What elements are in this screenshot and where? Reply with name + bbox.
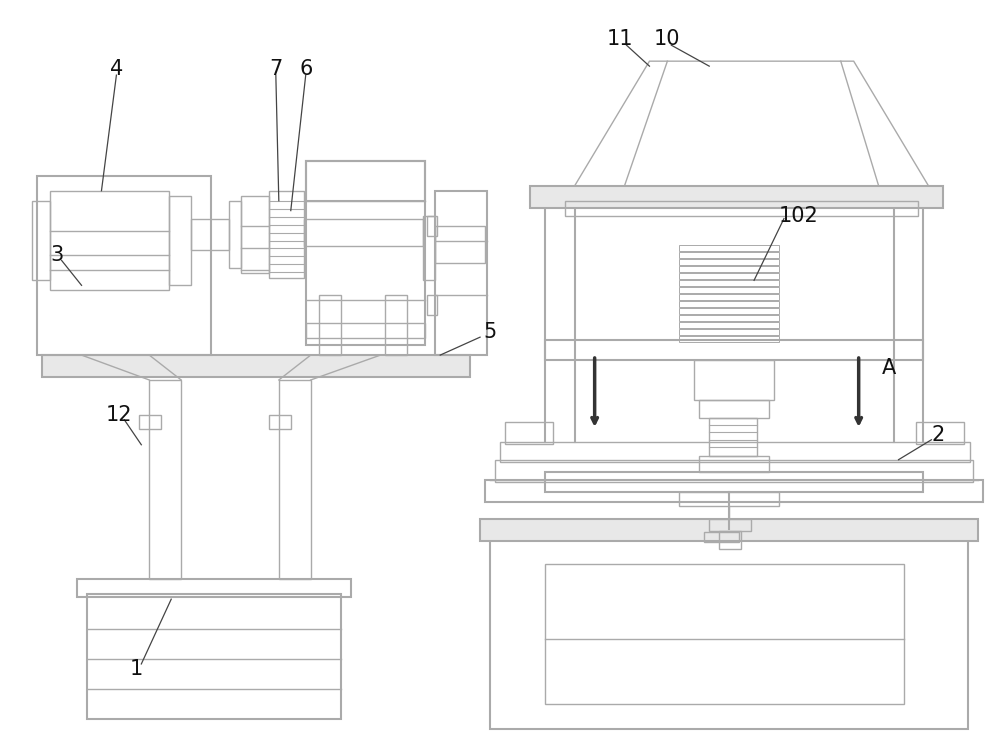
- Bar: [565, 201, 918, 216]
- Bar: [139, 414, 161, 429]
- Bar: [37, 176, 211, 355]
- Text: 1: 1: [130, 659, 143, 679]
- Bar: [545, 564, 904, 704]
- Bar: [530, 186, 943, 208]
- Bar: [306, 161, 425, 345]
- Bar: [505, 422, 553, 444]
- Text: 102: 102: [779, 205, 819, 226]
- Text: 7: 7: [269, 59, 282, 79]
- Bar: [916, 422, 964, 444]
- Bar: [679, 267, 779, 273]
- Bar: [269, 191, 304, 279]
- Text: 4: 4: [110, 59, 123, 79]
- Bar: [699, 400, 769, 418]
- Text: 12: 12: [106, 405, 133, 425]
- Text: 5: 5: [483, 322, 497, 342]
- Bar: [719, 532, 741, 550]
- Bar: [279, 380, 311, 579]
- Bar: [495, 460, 973, 482]
- Bar: [679, 260, 779, 266]
- Text: 6: 6: [299, 59, 312, 79]
- Bar: [269, 414, 291, 429]
- Bar: [679, 336, 779, 342]
- Bar: [169, 196, 191, 285]
- Bar: [191, 219, 229, 251]
- Text: 10: 10: [654, 29, 681, 49]
- Bar: [709, 418, 757, 456]
- Bar: [704, 532, 739, 542]
- Bar: [427, 295, 437, 316]
- Bar: [679, 308, 779, 314]
- Bar: [427, 216, 437, 236]
- Bar: [679, 288, 779, 293]
- Bar: [679, 273, 779, 279]
- Bar: [32, 201, 50, 280]
- Bar: [435, 191, 487, 355]
- Bar: [545, 341, 923, 360]
- Bar: [490, 539, 968, 729]
- Bar: [229, 201, 241, 269]
- Bar: [42, 355, 470, 377]
- Bar: [385, 295, 407, 355]
- Text: 11: 11: [606, 29, 633, 49]
- Bar: [500, 442, 970, 462]
- Text: A: A: [881, 358, 896, 378]
- Text: 3: 3: [50, 245, 63, 266]
- Bar: [87, 594, 341, 719]
- Bar: [679, 301, 779, 307]
- Bar: [679, 294, 779, 300]
- Bar: [699, 456, 769, 472]
- Bar: [306, 323, 425, 338]
- Bar: [304, 219, 423, 246]
- Bar: [435, 226, 485, 263]
- Text: 2: 2: [932, 425, 945, 445]
- Bar: [545, 472, 923, 492]
- Bar: [679, 329, 779, 335]
- Bar: [679, 316, 779, 321]
- Bar: [319, 295, 341, 355]
- Bar: [485, 479, 983, 501]
- Bar: [694, 360, 774, 400]
- Bar: [679, 245, 779, 251]
- Bar: [679, 322, 779, 328]
- Bar: [679, 492, 779, 506]
- Bar: [480, 519, 978, 541]
- Bar: [679, 280, 779, 286]
- Bar: [149, 380, 181, 579]
- Bar: [77, 579, 351, 597]
- Bar: [709, 519, 751, 532]
- Bar: [423, 216, 435, 280]
- Bar: [50, 191, 169, 291]
- Bar: [241, 196, 269, 273]
- Bar: [679, 252, 779, 258]
- Bar: [306, 161, 425, 201]
